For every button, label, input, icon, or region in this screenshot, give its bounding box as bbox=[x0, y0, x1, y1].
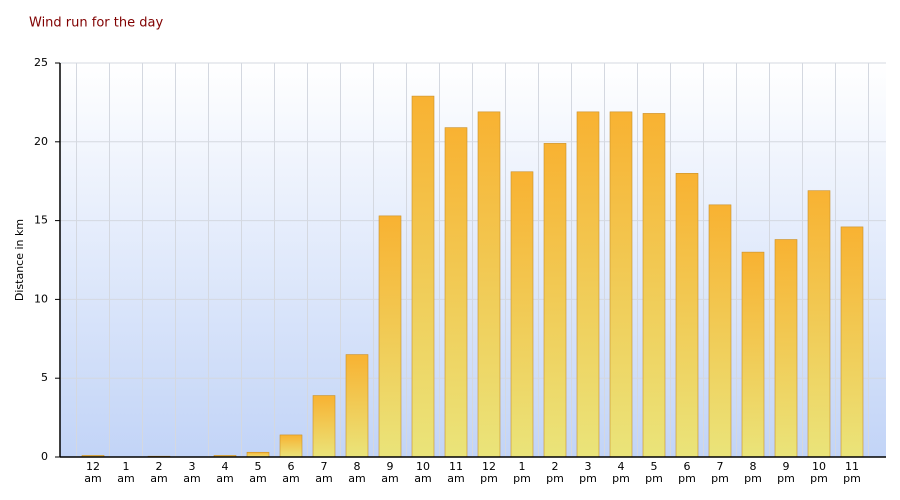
x-tick-label: 7 am bbox=[315, 460, 333, 485]
bar bbox=[675, 173, 699, 458]
bar bbox=[807, 190, 831, 458]
bar bbox=[741, 251, 765, 458]
y-axis-label: Distance in km bbox=[13, 219, 26, 301]
bar bbox=[444, 127, 468, 458]
chart-title: Wind run for the day bbox=[29, 16, 163, 31]
bar bbox=[312, 395, 336, 458]
bar bbox=[477, 111, 501, 458]
y-tick-label: 0 bbox=[41, 450, 48, 463]
bar bbox=[774, 239, 798, 458]
bar bbox=[609, 111, 633, 458]
bar bbox=[576, 111, 600, 458]
x-tick-label: 5 am bbox=[249, 460, 267, 485]
x-tick-label: 6 pm bbox=[678, 460, 696, 485]
x-tick-label: 7 pm bbox=[711, 460, 729, 485]
x-tick-label: 12 am bbox=[84, 460, 102, 485]
x-tick-label: 10 pm bbox=[810, 460, 828, 485]
bar bbox=[345, 354, 369, 458]
x-tick-label: 3 pm bbox=[579, 460, 597, 485]
x-tick-label: 2 pm bbox=[546, 460, 564, 485]
x-tick-label: 9 pm bbox=[777, 460, 795, 485]
bar bbox=[279, 434, 303, 458]
x-tick-label: 9 am bbox=[381, 460, 399, 485]
y-tick-label: 5 bbox=[41, 371, 48, 384]
x-tick-label: 12 pm bbox=[480, 460, 498, 485]
x-tick-label: 11 pm bbox=[843, 460, 861, 485]
x-tick-label: 5 pm bbox=[645, 460, 663, 485]
y-tick-label: 25 bbox=[34, 56, 48, 69]
x-tick-label: 2 am bbox=[150, 460, 168, 485]
x-tick-label: 1 pm bbox=[513, 460, 531, 485]
x-tick-label: 8 am bbox=[348, 460, 366, 485]
x-tick-label: 3 am bbox=[183, 460, 201, 485]
bar bbox=[840, 226, 864, 458]
bar bbox=[510, 171, 534, 458]
bar bbox=[642, 113, 666, 458]
bar bbox=[378, 215, 402, 458]
y-tick-label: 15 bbox=[34, 214, 48, 227]
x-tick-label: 4 pm bbox=[612, 460, 630, 485]
x-tick-label: 6 am bbox=[282, 460, 300, 485]
x-tick-label: 4 am bbox=[216, 460, 234, 485]
bar bbox=[543, 143, 567, 458]
y-tick-label: 10 bbox=[34, 292, 48, 305]
bar bbox=[708, 204, 732, 458]
y-tick-label: 20 bbox=[34, 135, 48, 148]
x-tick-label: 10 am bbox=[414, 460, 432, 485]
x-tick-label: 1 am bbox=[117, 460, 135, 485]
x-tick-label: 11 am bbox=[447, 460, 465, 485]
x-tick-label: 8 pm bbox=[744, 460, 762, 485]
bar bbox=[411, 95, 435, 458]
